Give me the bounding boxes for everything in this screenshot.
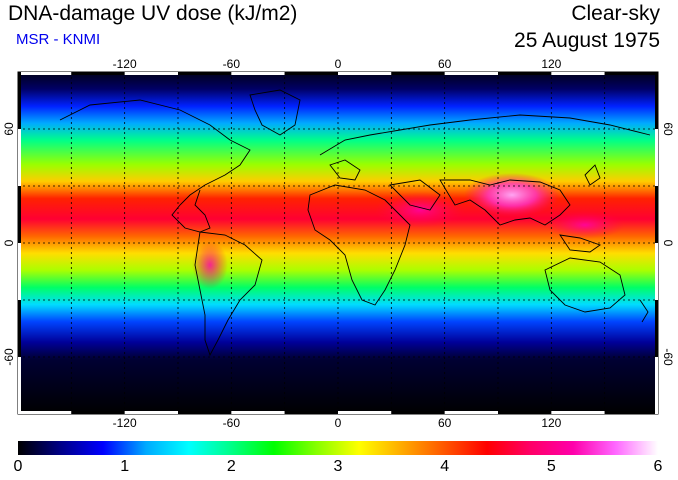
ruler-segment-right (655, 357, 658, 414)
lon-labels-bottom: -120 -60 0 60 120 (113, 416, 562, 430)
ruler-segment-bottom (338, 411, 392, 414)
colorbar-tick-label: 6 (653, 458, 663, 475)
ruler-segment-bottom (498, 411, 552, 414)
ruler-segment-left (18, 129, 21, 186)
source-label: MSR - KNMI (16, 31, 101, 48)
ruler-segment-left (18, 300, 21, 357)
colorbar-tick-label: 3 (333, 458, 343, 475)
lat-tick-label: 60 (2, 122, 16, 136)
ruler-segment-top (338, 72, 392, 75)
lon-tick-label: -120 (113, 57, 137, 71)
lon-tick-label: 60 (438, 416, 452, 430)
ruler-segment-top (124, 72, 178, 75)
hot-spot-arabia (375, 192, 465, 228)
lat-tick-label: -60 (2, 348, 16, 366)
colorbar-strip (18, 441, 658, 455)
lat-tick-label: 0 (2, 239, 16, 246)
ruler-segment-left (18, 357, 21, 414)
ruler-segment-left (18, 243, 21, 300)
ruler-segment-bottom (18, 411, 72, 414)
hot-spot-andes (192, 241, 228, 289)
ruler-segment-top (498, 72, 552, 75)
lon-tick-label: 60 (438, 57, 452, 71)
ruler-segment-right (655, 243, 658, 300)
ruler-segment-top (231, 72, 285, 75)
lon-tick-label: 120 (541, 57, 561, 71)
ruler-segment-top (551, 72, 605, 75)
ruler-segment-bottom (124, 411, 178, 414)
colorbar-tick-label: 0 (13, 458, 23, 475)
lon-tick-label: 0 (335, 57, 342, 71)
colorbar-tick-label: 5 (546, 458, 556, 475)
lat-tick-label: -60 (661, 348, 675, 366)
colorbar-tick-label: 4 (440, 458, 450, 475)
ruler-segment-top (284, 72, 338, 75)
ruler-segment-bottom (178, 411, 232, 414)
ruler-segment-bottom (71, 411, 125, 414)
ruler-segment-bottom (284, 411, 338, 414)
coastlines (59, 89, 651, 357)
lat-labels-right: 60 0 -60 (661, 122, 675, 366)
ruler-segment-left (18, 186, 21, 243)
ruler-segment-right (655, 300, 658, 357)
lon-tick-label: -60 (223, 416, 241, 430)
sky-condition-label: Clear-sky (571, 2, 660, 25)
ruler-segment-bottom (551, 411, 605, 414)
lon-labels-top: -120 -60 0 60 120 (113, 57, 562, 71)
map-title: DNA-damage UV dose (kJ/m2) (8, 2, 298, 25)
lat-labels-left: 60 0 -60 (2, 122, 16, 366)
date-label: 25 August 1975 (514, 29, 660, 52)
lon-tick-label: 0 (335, 416, 342, 430)
ruler-segment-top (178, 72, 232, 75)
hot-spot-tibet (464, 173, 560, 217)
colorbar-tick-label: 1 (120, 458, 130, 475)
colorbar-tick-label: 2 (226, 458, 236, 475)
ruler-segment-left (18, 72, 21, 129)
ruler-segment-top (604, 72, 658, 75)
graticule (18, 72, 658, 414)
frame-ruler (18, 72, 658, 414)
ruler-segment-top (391, 72, 445, 75)
ruler-segment-top (18, 72, 72, 75)
ruler-segment-bottom (231, 411, 285, 414)
lon-tick-label: -120 (113, 416, 137, 430)
ruler-segment-top (71, 72, 125, 75)
ruler-segment-bottom (444, 411, 498, 414)
ruler-segment-right (655, 72, 658, 129)
lon-tick-label: 120 (541, 416, 561, 430)
lon-tick-label: -60 (223, 57, 241, 71)
ruler-segment-bottom (391, 411, 445, 414)
ruler-segment-top (444, 72, 498, 75)
ruler-segment-right (655, 129, 658, 186)
ruler-segment-right (655, 186, 658, 243)
lat-tick-label: 60 (661, 122, 675, 136)
lat-tick-label: 0 (661, 240, 675, 247)
ruler-segment-bottom (604, 411, 658, 414)
